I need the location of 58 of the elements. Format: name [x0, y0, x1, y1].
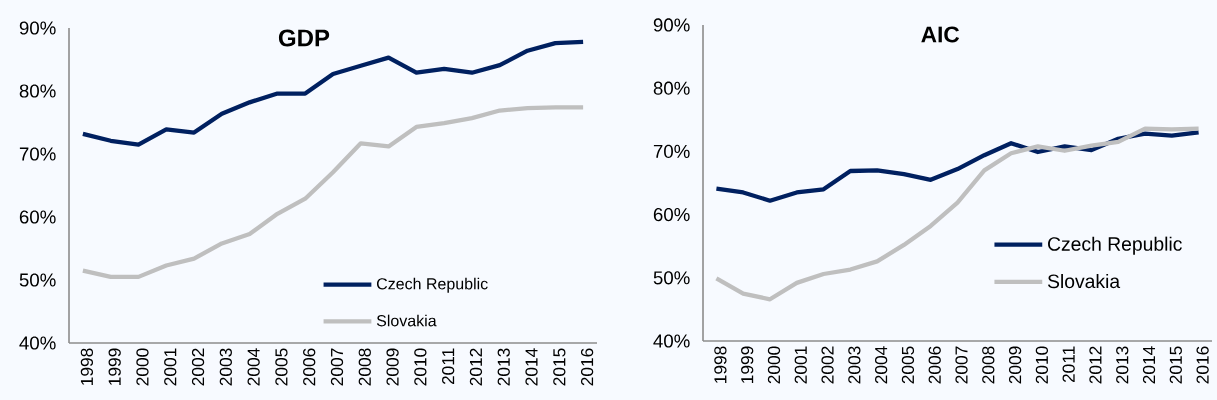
x-tick-label: 2010	[1035, 346, 1049, 384]
x-tick-label: 2009	[386, 348, 399, 386]
line-series	[80, 105, 586, 279]
x-tick-label: 2008	[982, 346, 995, 384]
x-tick-label: 1999	[108, 348, 121, 385]
y-tick-label: 60%	[653, 207, 690, 222]
x-tick-label: 2002	[191, 348, 205, 386]
x-tick-label: 2002	[821, 346, 834, 384]
y-tick-label: 50%	[653, 271, 690, 285]
y-tick-label: 90%	[653, 18, 690, 32]
x-tick-label: 2011	[1062, 346, 1075, 383]
x-tick-label: 2011	[442, 348, 455, 385]
x-tick-label: 2005	[275, 348, 288, 386]
y-tick-label: 60%	[19, 210, 56, 224]
x-tick-label: 2007	[955, 346, 968, 384]
x-tick-label: 2014	[1142, 346, 1156, 384]
x-tick-label: 2015	[1169, 346, 1182, 384]
y-tick-label: 50%	[19, 273, 56, 287]
x-tick-label: 2012	[1089, 346, 1102, 384]
x-tick-label: 2013	[1116, 346, 1129, 384]
x-tick-label: 1998	[80, 348, 94, 385]
line-series	[714, 126, 1201, 302]
x-tick-label: 2001	[164, 348, 177, 386]
x-tick-label: 2009	[1008, 346, 1022, 384]
y-tick-label: 40%	[19, 336, 56, 350]
x-tick-label: 2008	[358, 348, 371, 386]
x-tick-label: 2000	[136, 348, 149, 386]
legend-label: Slovakia	[1047, 273, 1121, 289]
x-tick-label: 1998	[714, 346, 727, 383]
x-tick-label: 2012	[469, 348, 483, 386]
legend-label: Czech Republic	[376, 277, 488, 293]
x-tick-label: 2001	[794, 346, 807, 384]
y-tick-label: 40%	[653, 334, 690, 348]
y-tick-label: 70%	[653, 144, 690, 159]
x-tick-label: 2003	[219, 348, 232, 386]
x-tick-label: 2016	[580, 348, 594, 386]
chart-title: GDP	[278, 29, 330, 47]
x-tick-label: 2007	[330, 348, 344, 386]
x-tick-label: 2004	[247, 348, 260, 386]
x-tick-label: 2000	[767, 346, 781, 384]
x-tick-label: 2015	[553, 348, 566, 386]
y-tick-label: 70%	[19, 147, 56, 161]
x-tick-label: 2005	[901, 346, 915, 384]
x-tick-label: 2003	[848, 346, 861, 384]
x-tick-label: 2014	[525, 348, 538, 386]
x-tick-label: 2010	[414, 348, 427, 386]
chart-title: AIC	[921, 26, 960, 43]
x-tick-label: 2006	[303, 348, 316, 386]
x-tick-label: 2016	[1196, 346, 1209, 384]
x-tick-label: 2013	[497, 348, 510, 386]
x-tick-label: 2004	[875, 346, 888, 384]
x-tick-label: 1999	[741, 346, 754, 383]
legend-label: Czech Republic	[1048, 236, 1182, 255]
y-tick-label: 90%	[19, 21, 56, 35]
x-tick-label: 2006	[928, 346, 941, 384]
y-tick-label: 80%	[653, 81, 690, 95]
y-tick-label: 80%	[19, 84, 56, 98]
legend-label: Slovakia	[376, 314, 437, 327]
